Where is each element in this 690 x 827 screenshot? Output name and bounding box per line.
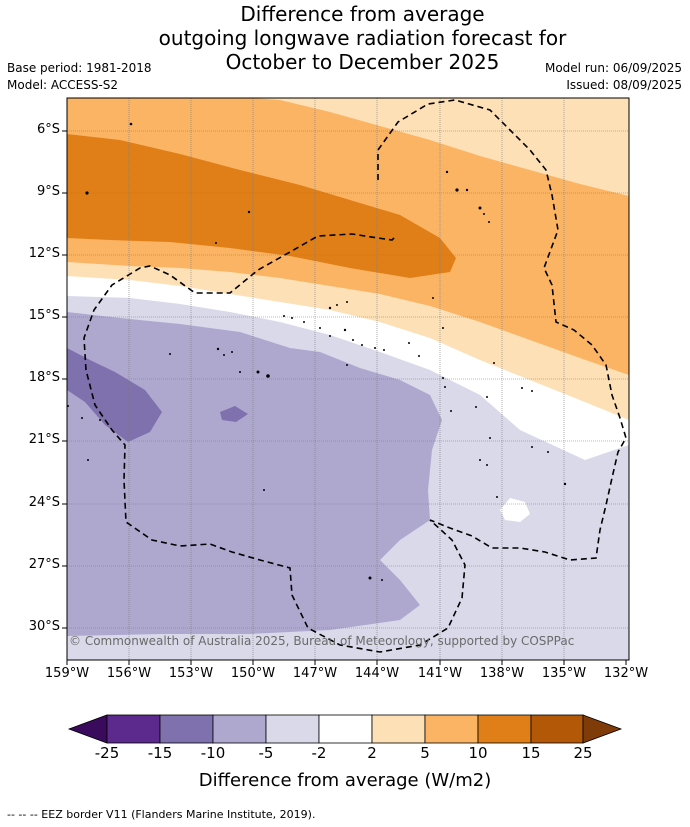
colorbar-label: 5 — [420, 744, 430, 762]
issued-date: Issued: 08/09/2025 — [566, 78, 682, 92]
y-tick-label: 15°S — [28, 308, 60, 323]
colorbar-label: 10 — [468, 744, 488, 762]
copyright-notice: © Commonwealth of Australia 2025, Bureau… — [69, 634, 575, 648]
colorbar-label: 25 — [573, 744, 593, 762]
colorbar-label: 15 — [521, 744, 541, 762]
band-neg-10-15 — [67, 348, 162, 442]
y-tick-label: 30°S — [28, 619, 60, 634]
colorbar-title: Difference from average (W/m2) — [198, 770, 492, 791]
eez-border — [83, 99, 627, 653]
map-title: Difference from average outgoing longwav… — [150, 2, 575, 74]
colorbar — [67, 714, 623, 744]
band-neg-5-10 — [67, 312, 442, 636]
title-line-3: October to December 2025 — [225, 50, 500, 74]
colorbar-label: -5 — [258, 744, 274, 762]
colorbar-bin-4 — [265, 714, 320, 744]
base-period: Base period: 1981-2018 — [7, 61, 152, 75]
colorbar-bin-7 — [424, 714, 479, 744]
colorbar-extend-high — [582, 714, 623, 744]
tick-marks — [62, 130, 627, 665]
y-tick-label: 6°S — [36, 122, 60, 137]
x-tick-label: 156°W — [106, 666, 152, 681]
colorbar-bin-1 — [106, 714, 161, 744]
y-tick-label: 9°S — [36, 184, 60, 199]
y-tick-label: 21°S — [28, 432, 60, 447]
band-neg-10-15-small — [220, 406, 248, 422]
title-line-1: Difference from average — [240, 2, 485, 26]
colorbar-label: -25 — [94, 744, 120, 762]
x-tick-label: 159°W — [44, 666, 90, 681]
x-tick-label: 150°W — [230, 666, 276, 681]
x-tick-label: 153°W — [168, 666, 214, 681]
band-pos-2-5-top — [67, 98, 629, 196]
model-name: Model: ACCESS-S2 — [7, 78, 119, 92]
y-tick-label: 27°S — [28, 557, 60, 572]
model-info: Base period: 1981-2018 Model: ACCESS-S2 — [7, 60, 152, 94]
colorbar-label: -15 — [147, 744, 173, 762]
x-tick-label: 135°W — [541, 666, 587, 681]
colorbar-bin-8 — [477, 714, 532, 744]
x-tick-label: 132°W — [603, 666, 649, 681]
y-tick-label: 24°S — [28, 495, 60, 510]
x-tick-label: 138°W — [479, 666, 525, 681]
model-run-date: Model run: 06/09/2025 — [544, 61, 682, 75]
colorbar-label: -10 — [200, 744, 226, 762]
eez-border-note: -- -- -- EEZ border V11 (Flanders Marine… — [7, 808, 316, 821]
colorbar-bin-9 — [530, 714, 584, 744]
gridlines — [67, 98, 629, 660]
y-tick-label: 12°S — [28, 246, 60, 261]
colorbar-bin-2 — [159, 714, 214, 744]
colorbar-bin-6 — [371, 714, 426, 744]
colorbar-bin-5 — [318, 714, 373, 744]
band-pos-10-15 — [67, 134, 456, 278]
colorbar-label: 2 — [367, 744, 377, 762]
title-line-2: outgoing longwave radiation forecast for — [158, 26, 567, 50]
colorbar-bin-3 — [212, 714, 267, 744]
colorbar-extend-low — [67, 714, 108, 744]
run-info: Model run: 06/09/2025 Issued: 08/09/2025 — [545, 60, 682, 94]
colorbar-label: -2 — [311, 744, 327, 762]
x-tick-label: 141°W — [417, 666, 463, 681]
x-tick-label: 144°W — [354, 666, 400, 681]
x-tick-label: 147°W — [292, 666, 338, 681]
islands — [67, 122, 567, 581]
y-tick-label: 18°S — [28, 370, 60, 385]
